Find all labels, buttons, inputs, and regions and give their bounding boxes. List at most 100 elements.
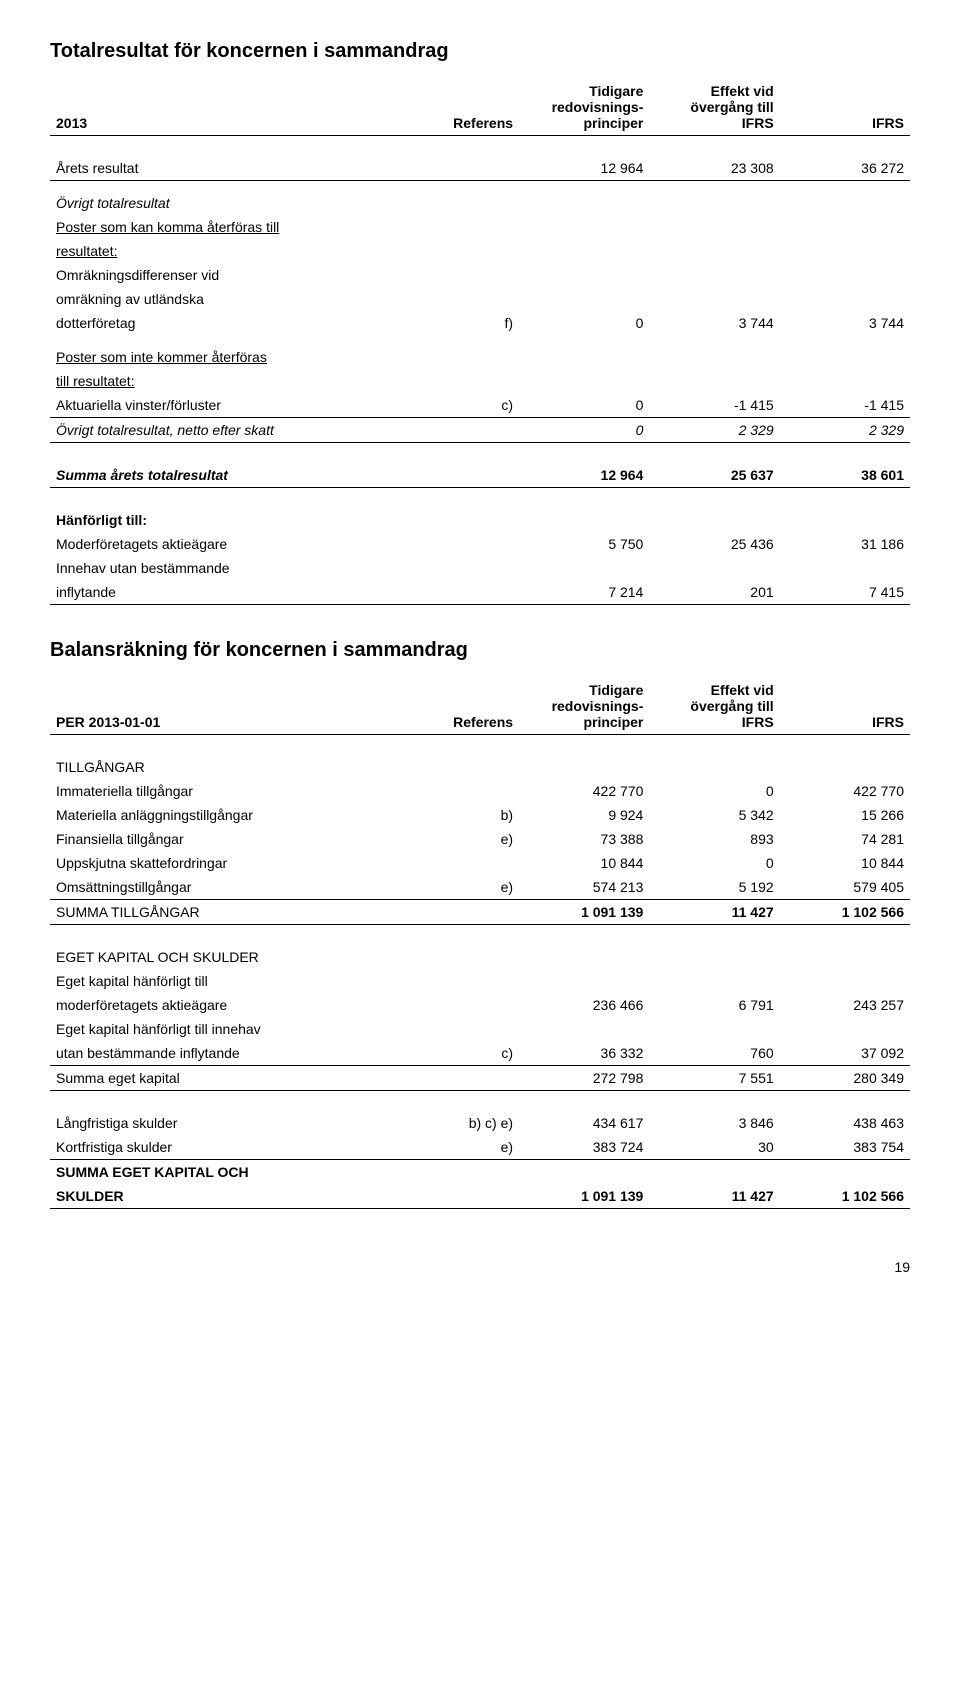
col-tidigare: Tidigare redovisnings- principer (519, 79, 649, 136)
cell-value: 73 388 (519, 827, 649, 851)
table-row: Innehav utan bestämmande (50, 556, 910, 580)
table-row: Omsättningstillgångar e) 574 213 5 192 5… (50, 875, 910, 900)
table-row: Summa eget kapital 272 798 7 551 280 349 (50, 1066, 910, 1091)
table-row: Övrigt totalresultat, netto efter skatt … (50, 418, 910, 443)
cell-value: 434 617 (519, 1111, 649, 1135)
cell-value: 1 091 139 (519, 900, 649, 925)
cell-value: 36 272 (780, 156, 910, 181)
col-text: övergång till (690, 698, 773, 714)
balansrakning-heading: Balansräkning för koncernen i sammandrag (50, 639, 910, 662)
col-text: redovisnings- (552, 698, 644, 714)
cell-value: 0 (519, 311, 649, 335)
table-row: Aktuariella vinster/förluster c) 0 -1 41… (50, 393, 910, 418)
table-row: Immateriella tillgångar 422 770 0 422 77… (50, 779, 910, 803)
cell-value: 36 332 (519, 1041, 649, 1066)
row-label: EGET KAPITAL OCH SKULDER (50, 945, 415, 969)
cell-ref: c) (415, 1041, 519, 1066)
table-row: Poster som inte kommer återföras (50, 345, 910, 369)
col-text: principer (583, 115, 643, 131)
col-text: Tidigare (589, 83, 643, 99)
row-label: TILLGÅNGAR (50, 755, 415, 779)
row-label: Uppskjutna skattefordringar (50, 851, 415, 875)
row-label: SUMMA TILLGÅNGAR (50, 900, 415, 925)
row-label: Materiella anläggningstillgångar (50, 803, 415, 827)
cell-value: 31 186 (780, 532, 910, 556)
cell-value: 10 844 (519, 851, 649, 875)
table-header-row: PER 2013-01-01 Referens Tidigare redovis… (50, 678, 910, 735)
col-effekt: Effekt vid övergång till IFRS (649, 678, 779, 735)
cell-value: 7 551 (649, 1066, 779, 1091)
col-year: 2013 (50, 79, 415, 136)
cell-value: 3 846 (649, 1111, 779, 1135)
table-row: utan bestämmande inflytande c) 36 332 76… (50, 1041, 910, 1066)
cell-value: 422 770 (519, 779, 649, 803)
cell-value: 243 257 (780, 993, 910, 1017)
col-text: redovisnings- (552, 99, 644, 115)
table-row: Årets resultat 12 964 23 308 36 272 (50, 156, 910, 181)
cell-value: 3 744 (649, 311, 779, 335)
table-row: SUMMA EGET KAPITAL OCH (50, 1160, 910, 1185)
table-header-row: 2013 Referens Tidigare redovisnings- pri… (50, 79, 910, 136)
page-number: 19 (50, 1259, 910, 1275)
table-row: inflytande 7 214 201 7 415 (50, 580, 910, 605)
cell-value: 9 924 (519, 803, 649, 827)
table-row: Finansiella tillgångar e) 73 388 893 74 … (50, 827, 910, 851)
cell-ref: b) c) e) (415, 1111, 519, 1135)
cell-value: 1 102 566 (780, 1184, 910, 1209)
table-row: Eget kapital hänförligt till innehav (50, 1017, 910, 1041)
cell-value: 5 192 (649, 875, 779, 900)
row-label: SKULDER (50, 1184, 415, 1209)
cell-value: 0 (519, 418, 649, 443)
cell-value: 383 724 (519, 1135, 649, 1160)
col-referens: Referens (415, 79, 519, 136)
table-row: dotterföretag f) 0 3 744 3 744 (50, 311, 910, 335)
cell-value: 38 601 (780, 463, 910, 488)
cell-value: 2 329 (649, 418, 779, 443)
col-ifrs: IFRS (780, 678, 910, 735)
cell-ref: e) (415, 875, 519, 900)
row-label: Övrigt totalresultat, netto efter skatt (50, 418, 415, 443)
row-label: Poster som kan komma återföras till (50, 215, 415, 239)
table-row: TILLGÅNGAR (50, 755, 910, 779)
row-label: Långfristiga skulder (50, 1111, 415, 1135)
cell-value: 11 427 (649, 1184, 779, 1209)
cell-value: 5 750 (519, 532, 649, 556)
row-label: Immateriella tillgångar (50, 779, 415, 803)
cell-value: 7 415 (780, 580, 910, 605)
table-row: till resultatet: (50, 369, 910, 393)
cell-value: 0 (519, 393, 649, 418)
cell-value: -1 415 (780, 393, 910, 418)
row-label: resultatet: (50, 239, 415, 263)
col-per: PER 2013-01-01 (50, 678, 415, 735)
table-row: Moderföretagets aktieägare 5 750 25 436 … (50, 532, 910, 556)
table-row: Materiella anläggningstillgångar b) 9 92… (50, 803, 910, 827)
cell-value: 0 (649, 851, 779, 875)
cell-value: 5 342 (649, 803, 779, 827)
row-label: till resultatet: (50, 369, 415, 393)
col-text: Effekt vid (711, 682, 774, 698)
cell-value: 30 (649, 1135, 779, 1160)
table-row: resultatet: (50, 239, 910, 263)
cell-value: 272 798 (519, 1066, 649, 1091)
row-label: Övrigt totalresultat (50, 191, 415, 215)
cell-value: 23 308 (649, 156, 779, 181)
table-row: Uppskjutna skattefordringar 10 844 0 10 … (50, 851, 910, 875)
table-row: SKULDER 1 091 139 11 427 1 102 566 (50, 1184, 910, 1209)
table-row: Omräkningsdifferenser vid (50, 263, 910, 287)
cell-value: 25 637 (649, 463, 779, 488)
row-label: Innehav utan bestämmande (50, 556, 415, 580)
cell-value: 6 791 (649, 993, 779, 1017)
cell-value: 3 744 (780, 311, 910, 335)
totalresultat-heading: Totalresultat för koncernen i sammandrag (50, 40, 910, 63)
cell-value: 37 092 (780, 1041, 910, 1066)
row-label: dotterföretag (50, 311, 415, 335)
table-row: Poster som kan komma återföras till (50, 215, 910, 239)
col-text: principer (583, 714, 643, 730)
table-row: SUMMA TILLGÅNGAR 1 091 139 11 427 1 102 … (50, 900, 910, 925)
row-label: utan bestämmande inflytande (50, 1041, 415, 1066)
cell-value: 15 266 (780, 803, 910, 827)
cell-value: 280 349 (780, 1066, 910, 1091)
cell-value: 422 770 (780, 779, 910, 803)
row-label: Aktuariella vinster/förluster (50, 393, 415, 418)
col-effekt: Effekt vid övergång till IFRS (649, 79, 779, 136)
